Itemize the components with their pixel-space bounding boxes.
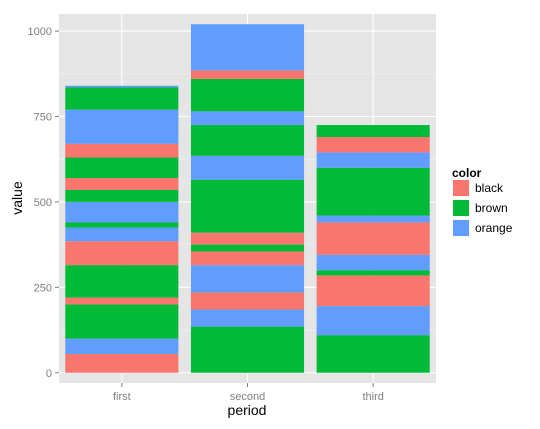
bar-segment-first-orange [65,109,179,144]
legend-label-orange: orange [475,221,513,235]
bar-segment-second-brown [190,244,305,252]
x-axis-title: period [228,402,267,418]
bar-segment-third-orange [316,254,430,271]
bar-segment-second-orange [190,265,305,293]
bar-segment-third-orange [316,306,430,336]
bar-segment-third-black [316,275,430,307]
bar-segment-second-orange [190,24,305,71]
bar-segment-first-orange [65,227,179,242]
bar-segment-first-brown [65,157,179,178]
bar-segment-first-orange [65,338,179,354]
bar-segment-third-black [316,222,430,255]
y-tick-label: 750 [34,112,52,124]
bar-segment-first-black [65,241,179,266]
bar-segment-second-black [190,292,305,310]
legend-label-black: black [475,181,504,195]
bar-segment-third-orange [316,152,430,168]
bar-segment-first-black [65,143,179,158]
bar-segment-first-black [65,178,179,190]
y-tick-label: 0 [46,368,52,380]
legend-label-brown: brown [475,201,508,215]
bar-segment-third-brown [316,167,430,216]
bar-segment-third-brown [316,125,430,137]
bar-segment-second-brown [190,125,305,156]
bar-segment-first-brown [65,304,179,339]
bar-segment-second-black [190,232,305,245]
y-tick-label: 500 [34,197,52,209]
x-tick-label-third: third [362,391,383,403]
y-tick-label: 250 [34,282,52,294]
bar-segment-third-brown [316,270,430,276]
bars [65,24,430,373]
bar-segment-second-brown [190,78,305,112]
bar-segment-second-orange [190,155,305,180]
x-axis-ticks: first second third [113,383,384,403]
y-axis-title: value [9,181,25,215]
bar-segment-second-black [190,251,305,266]
bar-segment-third-black [316,137,430,153]
bar-segment-first-brown [65,265,179,298]
bar-segment-first-black [65,353,179,373]
legend: color black brown orange [451,166,513,238]
bar-segment-third-orange [316,215,430,223]
bar-segment-first-orange [65,201,179,223]
bar-segment-first-brown [65,189,179,202]
legend-swatch-orange [453,220,469,236]
bar-segment-first-brown [65,87,179,110]
y-axis-ticks: 0 250 500 750 1000 [28,26,59,380]
bar-segment-first-brown [65,222,179,228]
legend-title: color [452,166,482,180]
bar-segment-second-black [190,70,305,79]
bar-segment-second-orange [190,309,305,327]
legend-swatch-brown [453,200,469,216]
bar-segment-second-orange [190,111,305,126]
x-tick-label-first: first [113,391,131,403]
bar-segment-third-brown [316,335,430,373]
bar-segment-second-brown [190,179,305,233]
bar-segment-first-orange [65,85,179,88]
legend-swatch-black [453,180,469,196]
bar-segment-second-brown [190,326,305,373]
y-tick-label: 1000 [28,26,52,38]
bar-segment-first-black [65,297,179,305]
x-tick-label-second: second [230,391,265,403]
